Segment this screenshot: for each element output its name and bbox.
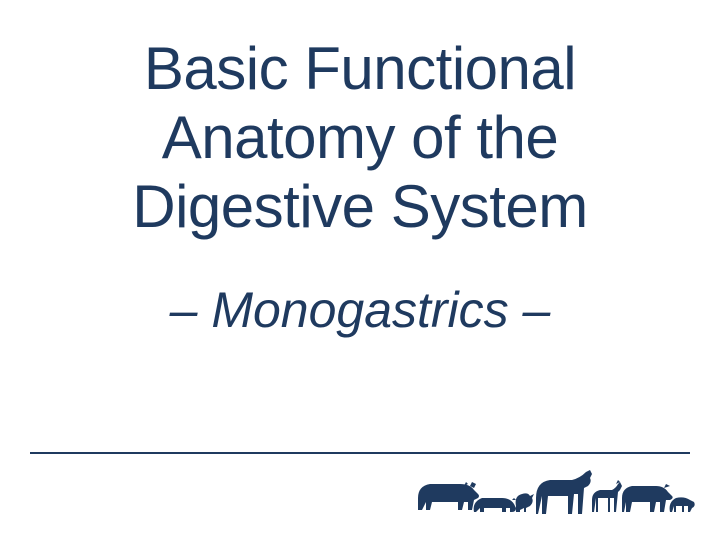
- slide-title: Basic Functional Anatomy of the Digestiv…: [132, 34, 587, 241]
- chicken-icon: [516, 493, 534, 512]
- content-area: Basic Functional Anatomy of the Digestiv…: [0, 0, 720, 540]
- horizontal-divider: [30, 452, 690, 454]
- slide: Basic Functional Anatomy of the Digestiv…: [0, 0, 720, 540]
- title-line-1: Basic Functional: [132, 34, 587, 103]
- animals-svg: [416, 466, 696, 520]
- sheep-icon: [670, 497, 695, 512]
- cattle-icon: [622, 484, 673, 512]
- animal-silhouettes: [416, 466, 696, 520]
- cow-icon: [418, 482, 479, 510]
- title-line-2: Anatomy of the: [132, 103, 587, 172]
- goat-icon: [592, 480, 622, 512]
- title-line-3: Digestive System: [132, 172, 587, 241]
- horse-icon: [536, 470, 592, 514]
- pig-icon: [474, 498, 516, 512]
- slide-subtitle: – Monogastrics –: [170, 281, 551, 339]
